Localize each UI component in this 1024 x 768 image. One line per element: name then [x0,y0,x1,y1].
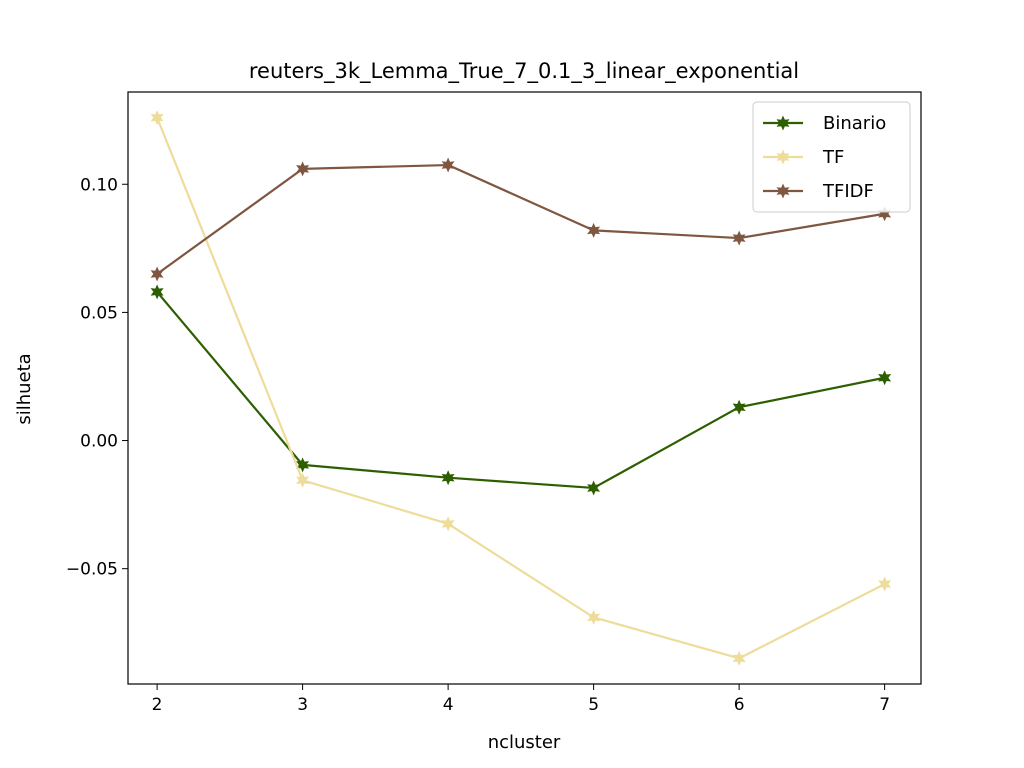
data-point-tf [587,609,601,625]
legend: Binario TF TFIDF [752,101,911,213]
data-point-binario [441,470,455,486]
data-point-binario [587,480,601,496]
data-point-tfidf [732,230,746,246]
data-point-tfidf [441,157,455,173]
data-point-tfidf [296,161,310,177]
legend-marker-tf [776,149,790,165]
data-point-binario [296,457,310,473]
chart-title: reuters_3k_Lemma_True_7_0.1_3_linear_exp… [249,59,799,84]
data-point-tf [878,576,892,592]
axes-frame [127,91,922,685]
y-tick-label: −0.05 [66,560,118,580]
x-axis-label: ncluster [488,732,561,753]
series-line-tf [156,117,886,660]
x-tick-label: 3 [297,695,308,715]
data-point-tf [732,650,746,666]
y-tick-label: 0.10 [80,175,118,195]
plot-area: 2 3 4 5 6 7 −0.05 0.00 0.05 0.10 [66,91,922,715]
series-line-tfidf [156,163,885,275]
data-point-binario [732,399,746,415]
data-point-tfidf [587,222,601,238]
x-tick-label: 5 [588,695,599,715]
x-tick-label: 2 [152,695,163,715]
x-tick-label: 6 [734,695,745,715]
legend-label-tf: TF [822,147,844,168]
legend-box [752,101,911,213]
legend-marker-binario [776,115,790,131]
data-point-tf [441,516,455,532]
legend-label-binario: Binario [823,113,886,134]
data-point-binario [878,370,892,386]
data-point-tf [150,110,164,126]
x-tick-label: 4 [443,695,454,715]
y-axis-label: silhueta [14,353,35,424]
y-tick-label: 0.05 [80,303,118,323]
legend-marker-tfidf [776,183,790,199]
legend-label-tfidf: TFIDF [822,181,874,202]
data-point-tfidf [150,266,164,282]
x-tick-label: 7 [879,695,890,715]
data-point-binario [150,284,164,300]
data-point-tf [296,472,310,488]
series-line-binario [156,291,885,490]
y-tick-label: 0.00 [80,432,118,452]
